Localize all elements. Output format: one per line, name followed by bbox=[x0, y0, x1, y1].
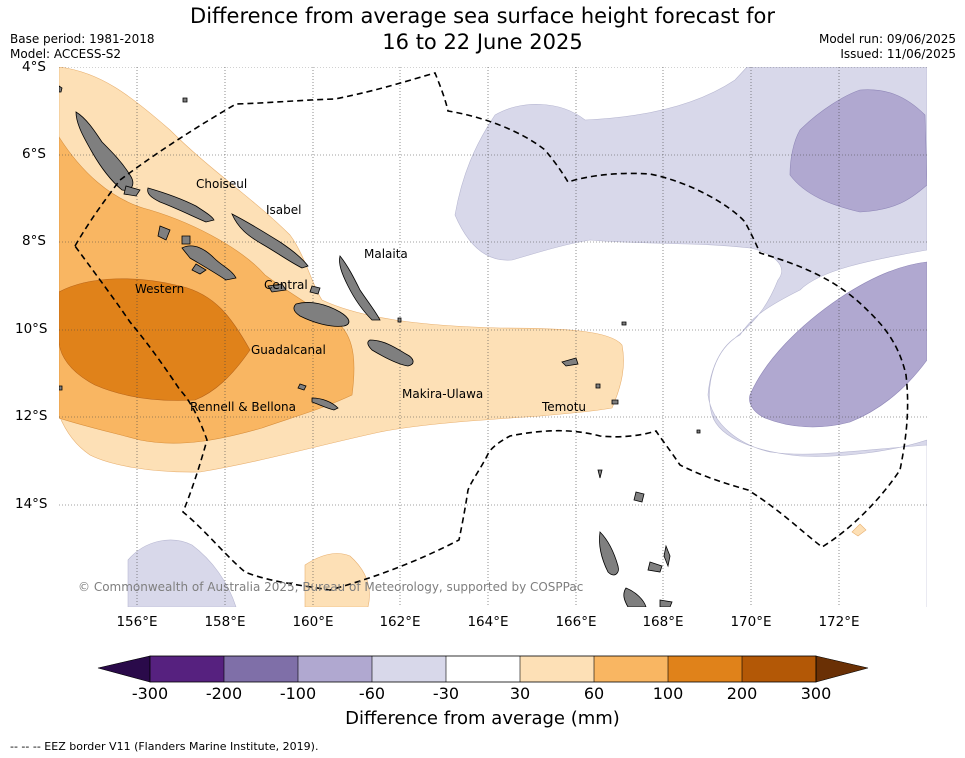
island-rennell bbox=[311, 397, 339, 411]
label-isabel: Isabel bbox=[266, 203, 301, 217]
lon-label-168e: 168°E bbox=[642, 614, 684, 630]
colorbar-label-300: 300 bbox=[800, 684, 832, 703]
lon-label-170e: 170°E bbox=[730, 614, 772, 630]
label-choiseul: Choiseul bbox=[196, 177, 247, 191]
island-vanua-lava bbox=[633, 491, 645, 503]
colorbar-label-200: 200 bbox=[726, 684, 758, 703]
island-new-georgia bbox=[181, 245, 237, 281]
map-title: Difference from average sea surface heig… bbox=[0, 3, 965, 55]
contour-100-200 bbox=[59, 278, 251, 401]
graticule bbox=[59, 67, 927, 607]
colorbar-label-30: 30 bbox=[509, 684, 531, 703]
lon-label-160e: 160°E bbox=[292, 614, 334, 630]
colorbar-bin-neg30-30 bbox=[446, 656, 520, 682]
island-malaita bbox=[339, 255, 381, 321]
title-line-2: 16 to 22 June 2025 bbox=[382, 30, 583, 54]
colorbar-label-neg200: -200 bbox=[205, 684, 243, 703]
island-bougainville-tip bbox=[59, 85, 63, 93]
island-small-4 bbox=[182, 97, 188, 103]
island-isabel bbox=[147, 187, 215, 223]
island-vanikoro bbox=[611, 399, 619, 405]
lon-label-166e: 166°E bbox=[555, 614, 597, 630]
colorbar-bin-neg100-neg60 bbox=[298, 656, 372, 682]
colorbar-bin-200-300 bbox=[742, 656, 816, 682]
contour-neg100-neg60-ne bbox=[789, 89, 927, 213]
island-choiseul bbox=[75, 111, 134, 191]
label-western: Western bbox=[135, 282, 184, 296]
island-vella bbox=[157, 225, 171, 241]
island-bellona bbox=[297, 383, 307, 391]
issued-date: Issued: 11/06/2025 bbox=[840, 47, 956, 61]
sea-height-map: Choiseul Isabel Malaita Western Central … bbox=[59, 67, 927, 607]
copyright-notice: © Commonwealth of Australia 2025, Bureau… bbox=[78, 580, 584, 594]
island-small-2 bbox=[397, 317, 402, 323]
lat-label-6s: 6°S bbox=[22, 146, 46, 162]
island-isabel-east bbox=[231, 213, 309, 269]
colorbar-label-60: 60 bbox=[583, 684, 605, 703]
contour-30-60-se bbox=[851, 523, 867, 537]
colorbar-bin-neg200-neg100 bbox=[224, 656, 298, 682]
colorbar-label-neg300: -300 bbox=[131, 684, 169, 703]
model-run: Model run: 09/06/2025 bbox=[818, 32, 956, 46]
island-maewo bbox=[663, 544, 671, 568]
label-central: Central bbox=[264, 278, 308, 292]
colorbar-bin-100-200 bbox=[668, 656, 742, 682]
island-rendova bbox=[191, 263, 207, 275]
lat-label-8s: 8°S bbox=[22, 233, 46, 249]
island-nggela bbox=[267, 283, 287, 293]
base-period: Base period: 1981-2018 bbox=[10, 32, 155, 46]
island-guadalcanal bbox=[293, 302, 350, 327]
colorbar-bin-neg300-neg200 bbox=[150, 656, 224, 682]
eez-legend-note: -- -- -- EEZ border V11 (Flanders Marine… bbox=[10, 740, 319, 753]
colorbar-extend-low bbox=[97, 655, 151, 683]
colorbar-extend-high bbox=[815, 655, 869, 683]
lon-label-172e: 172°E bbox=[818, 614, 860, 630]
label-guadalcanal: Guadalcanal bbox=[251, 343, 326, 357]
label-malaita: Malaita bbox=[364, 247, 408, 261]
colorbar-bin-30-60 bbox=[520, 656, 594, 682]
island-small-5 bbox=[59, 385, 63, 391]
island-ambrym bbox=[659, 599, 673, 607]
model-info: Base period: 1981-2018 Model: ACCESS-S2 bbox=[10, 32, 155, 62]
island-savo bbox=[309, 285, 321, 295]
island-torres bbox=[597, 469, 603, 479]
island-santa-cruz bbox=[561, 357, 579, 367]
lat-label-4s: 4°S bbox=[22, 59, 46, 75]
island-small-1 bbox=[621, 321, 627, 326]
island-choiseul-west bbox=[123, 185, 141, 197]
lon-label-162e: 162°E bbox=[379, 614, 421, 630]
island-espiritu bbox=[599, 531, 619, 576]
island-small-3 bbox=[696, 429, 701, 434]
island-makira bbox=[367, 339, 414, 367]
contour-30-60-south bbox=[304, 553, 370, 607]
island-malekula bbox=[623, 587, 647, 607]
label-makira-ulawa: Makira-Ulawa bbox=[402, 387, 483, 401]
colorbar bbox=[97, 655, 869, 683]
lon-label-158e: 158°E bbox=[204, 614, 246, 630]
colorbar-bin-60-100 bbox=[594, 656, 668, 682]
lon-label-156e: 156°E bbox=[116, 614, 158, 630]
lat-label-14s: 14°S bbox=[15, 496, 48, 512]
island-tinakula bbox=[595, 383, 601, 389]
colorbar-label-neg100: -100 bbox=[279, 684, 317, 703]
contour-neg60-neg30-sw bbox=[127, 539, 237, 607]
island-pentecost bbox=[647, 561, 663, 573]
run-info: Model run: 09/06/2025 Issued: 11/06/2025 bbox=[819, 32, 956, 62]
colorbar-label-100: 100 bbox=[652, 684, 684, 703]
colorbar-bin-neg60-neg30 bbox=[372, 656, 446, 682]
island-kolombangara bbox=[181, 235, 191, 245]
label-rennell-bellona: Rennell & Bellona bbox=[190, 400, 296, 414]
colorbar-label-neg30: -30 bbox=[432, 684, 460, 703]
lon-label-164e: 164°E bbox=[467, 614, 509, 630]
lat-label-10s: 10°S bbox=[15, 321, 48, 337]
lat-label-12s: 12°S bbox=[15, 408, 48, 424]
land-masses bbox=[59, 85, 701, 607]
label-temotu: Temotu bbox=[541, 400, 586, 414]
contour-neg100-neg60-e bbox=[749, 261, 927, 428]
colorbar-title: Difference from average (mm) bbox=[345, 708, 620, 729]
colorbar-label-neg60: -60 bbox=[358, 684, 386, 703]
model-name: Model: ACCESS-S2 bbox=[10, 47, 122, 61]
title-line-1: Difference from average sea surface heig… bbox=[190, 4, 775, 28]
